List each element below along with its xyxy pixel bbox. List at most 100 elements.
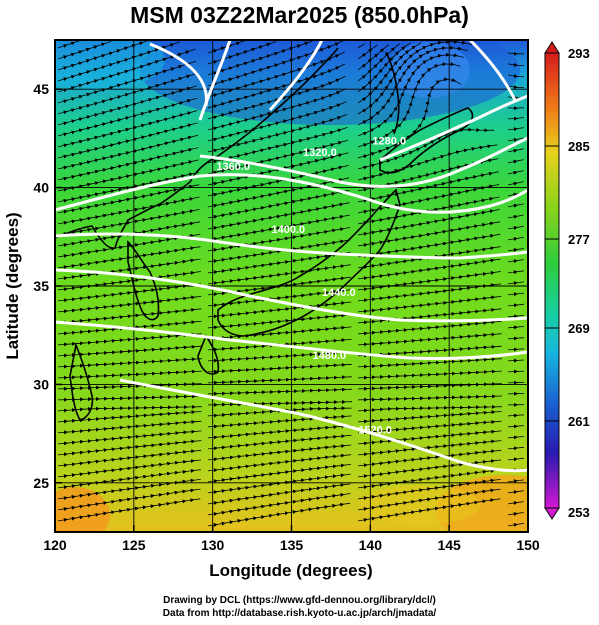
x-tick-label: 140: [359, 537, 383, 553]
streamline: [507, 413, 525, 418]
streamline: [507, 127, 524, 132]
streamline: [57, 344, 202, 358]
streamline: [207, 362, 352, 374]
streamline: [507, 490, 524, 495]
temperature-shading: [55, 40, 528, 532]
contour-label: 1440.0: [322, 287, 356, 299]
streamline: [57, 357, 202, 369]
colorbar: 293 285 277 269 261 253: [544, 41, 590, 520]
streamline: [507, 270, 524, 275]
streamline: [507, 336, 525, 341]
streamline: [507, 303, 524, 308]
x-tick-label: 150: [516, 537, 540, 553]
streamline: [357, 404, 502, 413]
y-tick-label: 25: [33, 475, 49, 491]
streamline: [507, 435, 524, 440]
y-tick-label: 40: [33, 180, 49, 196]
streamline: [507, 259, 524, 264]
streamline: [507, 292, 524, 297]
y-tick-label: 35: [33, 278, 49, 294]
colorbar-top-arrow: [544, 41, 560, 54]
streamline: [357, 320, 502, 336]
streamline: [507, 248, 524, 252]
streamline: [57, 394, 202, 402]
y-tick-label: 30: [33, 376, 49, 392]
streamline: [507, 347, 525, 352]
streamline: [57, 404, 202, 413]
streamline: [57, 369, 202, 380]
streamline: [507, 203, 524, 208]
coastlines: [55, 47, 474, 421]
x-axis-label: Longitude (degrees): [209, 561, 372, 580]
streamline: [507, 106, 525, 111]
colorbar-tick-label: 261: [568, 414, 590, 429]
contour-label: 1360.0: [216, 161, 250, 173]
x-axis-ticks: 120 125 130 135 140 145 150: [43, 525, 540, 553]
streamline: [507, 479, 524, 484]
streamline: [357, 369, 502, 380]
credit-data: Data from http://database.rish.kyoto-u.a…: [162, 608, 437, 619]
colorbar-tick-label: 253: [568, 505, 590, 520]
streamline: [507, 325, 524, 330]
streamline: [507, 446, 524, 451]
x-tick-label: 130: [201, 537, 225, 553]
streamline: [507, 281, 524, 286]
credits: Drawing by DCL (https://www.gfd-dennou.o…: [0, 594, 599, 620]
streamline: [507, 380, 525, 385]
x-tick-label: 135: [280, 537, 304, 553]
streamline: [207, 325, 352, 341]
streamline: [357, 394, 502, 402]
streamline: [507, 159, 524, 164]
streamline: [207, 375, 352, 385]
streamline: [507, 424, 524, 429]
colorbar-bottom-arrow: [544, 507, 560, 520]
x-tick-label: 145: [437, 537, 461, 553]
streamline: [207, 350, 352, 363]
streamline: [207, 399, 353, 407]
streamline: [507, 236, 524, 241]
streamline: [507, 116, 524, 121]
streamline: [507, 457, 524, 462]
gridlines: [55, 40, 528, 532]
streamline: [507, 74, 524, 79]
contour-label: 1520.0: [358, 425, 392, 437]
colorbar-ticks: 293 285 277 269 261 253: [545, 46, 590, 520]
streamline: [57, 332, 202, 347]
y-tick-label: 45: [33, 81, 49, 97]
streamline: [207, 387, 352, 396]
colorbar-tick-label: 285: [568, 139, 590, 154]
streamline: [507, 137, 524, 142]
streamline: [507, 314, 524, 319]
streamline: [507, 181, 524, 186]
contour-label: 1400.0: [272, 224, 306, 236]
streamline: [507, 85, 524, 90]
streamline: [507, 369, 525, 374]
contour-label: 1480.0: [313, 350, 347, 362]
streamline: [507, 512, 524, 516]
streamline: [57, 498, 201, 522]
streamlines: [57, 40, 525, 527]
streamline: [507, 62, 524, 67]
y-axis-label: Latitude (degrees): [3, 212, 22, 359]
colorbar-tick-label: 269: [568, 321, 590, 336]
streamline: [507, 51, 524, 56]
x-tick-label: 120: [43, 537, 67, 553]
colorbar-tick-label: 293: [568, 46, 590, 61]
streamline: [507, 170, 524, 175]
y-axis-ticks: 25 30 35 40 45: [33, 81, 62, 491]
contour-labels: 1280.0 1320.0 1360.0 1400.0 1440.0 1480.0 1520…: [216, 135, 406, 436]
streamline: [357, 332, 502, 347]
credit-drawing: Drawing by DCL (https://www.gfd-dennou.o…: [163, 595, 436, 606]
streamline: [507, 358, 525, 363]
streamline: [507, 522, 524, 527]
streamline: [507, 225, 524, 230]
colorbar-tick-label: 277: [568, 232, 590, 247]
streamline: [507, 214, 524, 219]
streamline: [507, 391, 525, 396]
contour-label: 1320.0: [303, 147, 337, 159]
height-contours: [55, 40, 528, 473]
x-tick-label: 125: [122, 537, 146, 553]
streamline: [357, 498, 501, 522]
streamline: [507, 501, 524, 505]
streamline: [207, 502, 351, 527]
